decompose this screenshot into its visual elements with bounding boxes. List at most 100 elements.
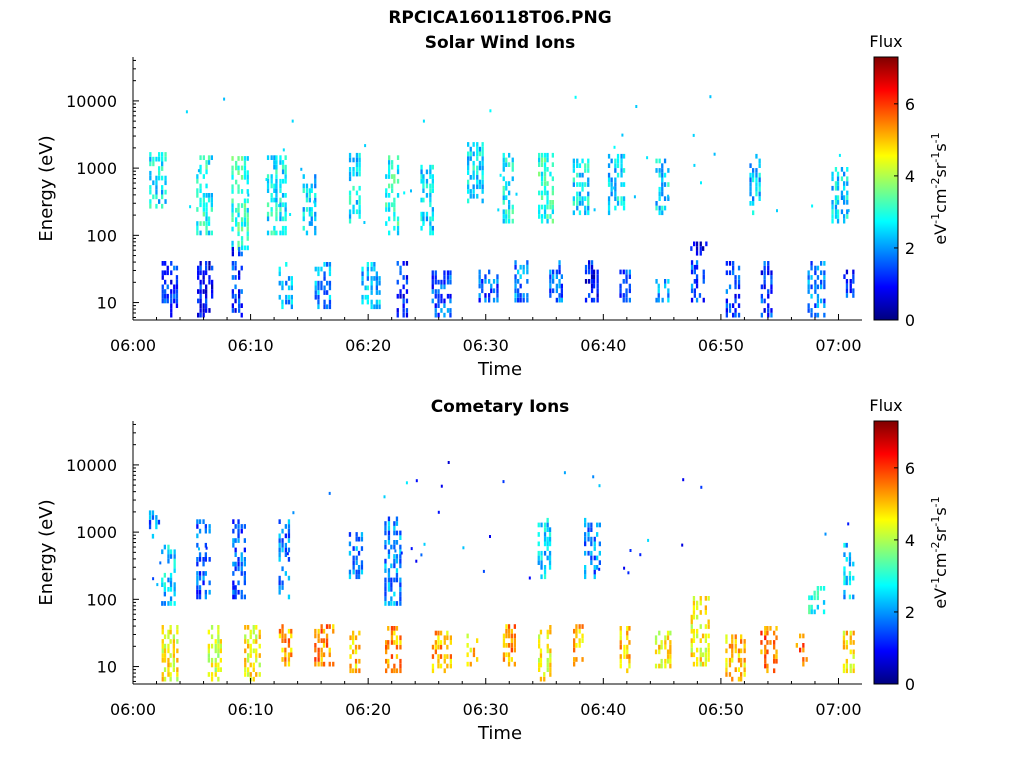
- flux-cell: [610, 186, 613, 192]
- flux-cell: [314, 628, 317, 634]
- flux-cell: [161, 189, 164, 195]
- flux-cell: [725, 672, 728, 677]
- flux-cell: [281, 547, 284, 553]
- flux-cell: [699, 661, 702, 667]
- flux-cell: [161, 293, 164, 299]
- flux-cell: [437, 635, 440, 641]
- flux-cell: [302, 174, 305, 179]
- flux-cell: [211, 293, 214, 299]
- flux-cell: [246, 179, 249, 185]
- flux-cell: [352, 668, 355, 674]
- flux-cell: [593, 208, 596, 212]
- flux-cell: [328, 652, 331, 658]
- flux-cell: [237, 203, 240, 208]
- flux-cell: [429, 221, 432, 226]
- flux-cell: [287, 294, 291, 300]
- flux-cell: [446, 654, 449, 659]
- x-tick-label: 06:10: [228, 700, 274, 719]
- flux-cell: [355, 569, 358, 575]
- flux-cell: [549, 279, 552, 284]
- flux-cell: [425, 169, 429, 175]
- flux-cell: [273, 197, 276, 203]
- flux-cell: [538, 190, 541, 196]
- flux-cell: [502, 633, 506, 639]
- flux-cell: [243, 217, 247, 222]
- flux-cell: [348, 195, 352, 200]
- flux-cell: [764, 635, 767, 641]
- flux-cell: [199, 279, 202, 285]
- flux-cell: [619, 630, 622, 636]
- flux-cell: [843, 566, 846, 572]
- flux-cell: [511, 204, 514, 210]
- flux-cell: [352, 569, 355, 575]
- flux-cell: [843, 274, 846, 279]
- flux-cell: [205, 289, 208, 294]
- flux-cell: [378, 280, 381, 286]
- flux-cell: [395, 668, 399, 674]
- flux-cell: [502, 480, 505, 484]
- flux-cell: [234, 552, 237, 557]
- flux-cell: [323, 276, 326, 281]
- flux-cell: [540, 176, 544, 182]
- flux-cell: [623, 654, 626, 659]
- flux-cell: [625, 297, 628, 303]
- flux-cell: [234, 566, 237, 572]
- flux-cell: [281, 216, 285, 222]
- flux-cell: [198, 575, 202, 581]
- flux-cell: [472, 175, 475, 180]
- flux-cell: [622, 205, 626, 211]
- flux-cell: [383, 495, 386, 499]
- y-tick-label: 10000: [66, 92, 117, 111]
- flux-cell: [539, 653, 543, 658]
- flux-cell: [763, 265, 766, 271]
- flux-cell: [255, 625, 258, 630]
- flux-cell: [393, 640, 396, 645]
- flux-cell: [560, 297, 563, 303]
- flux-cell: [690, 624, 693, 629]
- flux-cell: [492, 288, 496, 294]
- flux-cell: [169, 554, 173, 559]
- flux-cell: [658, 158, 661, 164]
- flux-cell: [370, 290, 373, 295]
- flux-cell: [655, 158, 658, 164]
- flux-cell: [704, 661, 707, 667]
- flux-cell: [664, 663, 667, 669]
- flux-cell: [243, 160, 247, 166]
- flux-cell: [360, 560, 364, 565]
- flux-cell: [449, 635, 452, 641]
- flux-cell: [205, 160, 208, 165]
- flux-cell: [207, 160, 211, 165]
- flux-cell: [749, 201, 752, 206]
- y-tick-label: 100: [86, 226, 117, 245]
- flux-cell: [581, 638, 584, 643]
- flux-cell: [275, 202, 278, 208]
- flux-cell: [510, 643, 513, 648]
- flux-cell: [205, 298, 208, 304]
- flux-cell: [584, 569, 587, 575]
- flux-cell: [240, 557, 243, 562]
- flux-cell: [240, 251, 243, 257]
- flux-cell: [149, 189, 152, 195]
- flux-cell: [199, 188, 202, 193]
- flux-cell: [658, 205, 661, 211]
- flux-cell: [196, 193, 199, 198]
- flux-cell: [628, 640, 631, 645]
- flux-cell: [513, 633, 516, 639]
- flux-cell: [314, 280, 317, 286]
- flux-cell: [440, 293, 443, 299]
- x-tick-label: 06:30: [463, 336, 509, 355]
- flux-cell: [169, 596, 173, 602]
- flux-cell: [658, 210, 661, 216]
- flux-cell: [484, 274, 487, 279]
- flux-cell: [443, 654, 446, 659]
- flux-cell: [496, 297, 499, 303]
- flux-cell: [167, 657, 170, 663]
- flux-cell: [173, 601, 176, 606]
- panel-title: Cometary Ions: [431, 397, 570, 417]
- flux-cell: [317, 647, 320, 653]
- flux-cell: [725, 634, 728, 640]
- flux-cell: [592, 283, 596, 289]
- flux-cell: [348, 214, 352, 219]
- flux-cell: [616, 158, 620, 164]
- flux-cell: [626, 654, 629, 659]
